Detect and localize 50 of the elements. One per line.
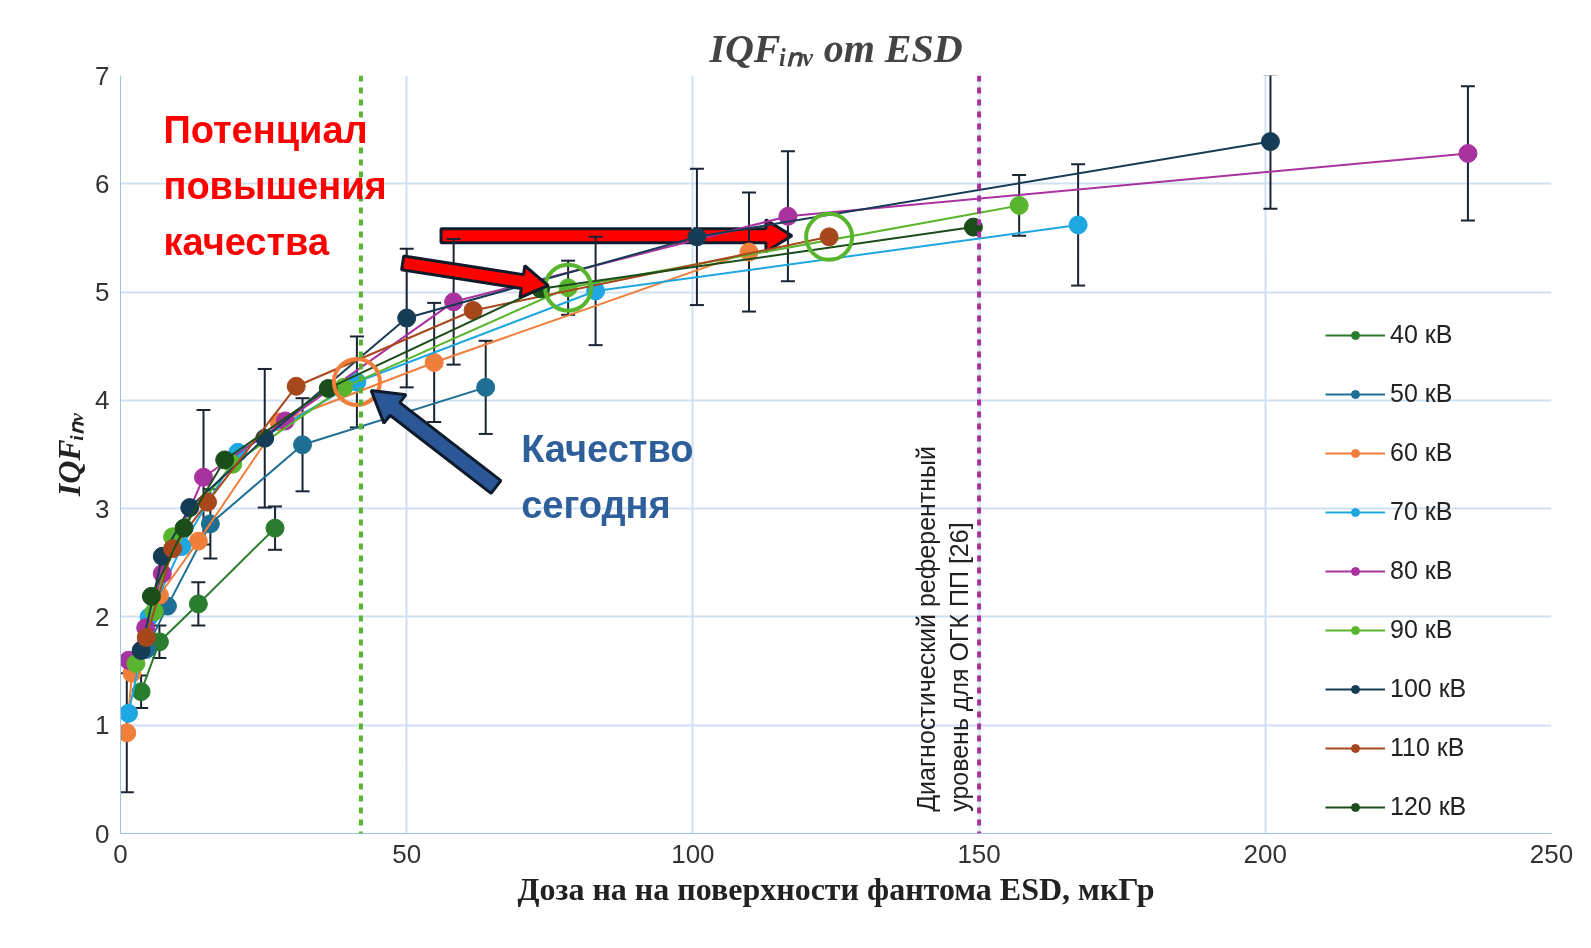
point bbox=[424, 352, 444, 372]
point bbox=[463, 301, 483, 320]
legend-label: 40 кВ bbox=[1390, 320, 1453, 349]
legend-label: 110 кВ bbox=[1390, 733, 1465, 762]
x-tick-label: 150 bbox=[957, 838, 1001, 869]
point bbox=[174, 518, 194, 538]
x-tick-label: 50 bbox=[392, 838, 422, 869]
point bbox=[1458, 143, 1478, 163]
point bbox=[194, 467, 213, 487]
ref-line-label: Диагностический референтный уровень для ОГК ПП [26] bbox=[911, 445, 974, 812]
y-tick-label: 5 bbox=[95, 277, 110, 308]
point bbox=[476, 377, 496, 397]
legend-label: 100 кВ bbox=[1390, 674, 1467, 703]
point bbox=[286, 376, 306, 396]
legend-label: 60 кВ bbox=[1390, 438, 1453, 467]
y-tick-label: 1 bbox=[95, 710, 110, 741]
y-tick-label: 3 bbox=[95, 493, 110, 524]
y-tick-label: 4 bbox=[95, 385, 110, 416]
x-tick-label: 200 bbox=[1243, 838, 1287, 869]
point bbox=[188, 531, 208, 551]
point bbox=[1260, 132, 1280, 152]
point bbox=[265, 518, 285, 538]
point bbox=[293, 435, 313, 455]
legend-label: 80 кВ bbox=[1390, 556, 1453, 585]
point bbox=[120, 703, 139, 723]
y-tick-label: 0 bbox=[95, 818, 110, 849]
annotation: Потенциал повышения качества bbox=[163, 108, 387, 264]
x-axis-title: Доза на на поверхности фантома ESD, мкГр bbox=[517, 870, 1155, 907]
point bbox=[141, 586, 161, 606]
point bbox=[198, 492, 217, 512]
point bbox=[136, 628, 156, 647]
point bbox=[188, 594, 208, 614]
chart-title: IQFᵢₙᵥ от ESD bbox=[708, 25, 963, 71]
legend-label: 50 кВ bbox=[1390, 379, 1453, 408]
y-tick-label: 7 bbox=[95, 60, 110, 91]
legend-label: 90 кВ bbox=[1390, 615, 1453, 644]
y-tick-label: 6 bbox=[95, 168, 110, 199]
x-tick-label: 100 bbox=[671, 838, 715, 869]
point bbox=[1068, 215, 1088, 235]
point bbox=[131, 682, 151, 702]
y-axis-title: IQFᵢₙᵥ bbox=[51, 412, 88, 498]
point bbox=[397, 308, 417, 328]
point bbox=[687, 227, 707, 247]
annotation: Качество сегодня bbox=[521, 428, 694, 527]
y-tick-label: 2 bbox=[95, 601, 110, 632]
legend-label: 120 кВ bbox=[1390, 792, 1467, 821]
legend-label: 70 кВ bbox=[1390, 497, 1453, 526]
x-tick-label: 250 bbox=[1529, 838, 1574, 869]
point bbox=[1009, 195, 1029, 215]
point bbox=[215, 450, 235, 470]
